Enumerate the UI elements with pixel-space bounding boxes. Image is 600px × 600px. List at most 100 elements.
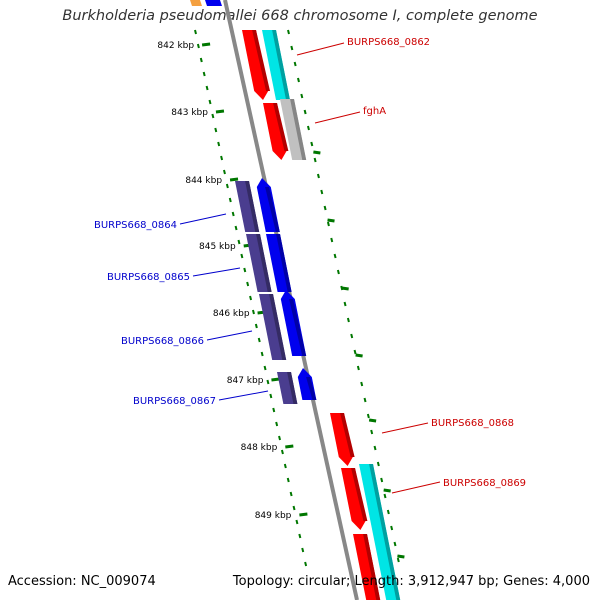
tick-label: 843 kbp (171, 108, 208, 118)
partial-feature-orange (190, 0, 202, 6)
tick-dot-right (363, 397, 367, 403)
tick-dot-left (280, 449, 284, 455)
gene-burps668-0868-cds-body (330, 413, 353, 466)
gene-burps668-0866-cds-shade (289, 299, 307, 356)
major-tick-right (327, 218, 335, 223)
gene-callout-line (218, 390, 269, 401)
tick-dot-right (303, 109, 307, 115)
gene-fgha-cds-shade (273, 103, 289, 151)
genome-summary: Topology: circular; Length: 3,912,947 bp… (232, 574, 590, 589)
accession-label: Accession: NC_009074 (8, 574, 156, 589)
tick-dot-left (231, 211, 235, 217)
tick-dot-right (293, 61, 297, 67)
tick-dot-right (290, 45, 294, 51)
major-tick-right (397, 554, 405, 559)
gene-fgha-feature-shade (290, 99, 307, 160)
tick-dot-left (254, 323, 258, 329)
tick-dot-left (243, 267, 247, 273)
gene-burps668-0869-cds-body (341, 468, 366, 530)
tick-dot-left (295, 519, 299, 525)
tick-dot-right (297, 77, 300, 83)
tick-label: 848 kbp (241, 443, 278, 453)
tick-dot-left (272, 407, 276, 413)
gene-callout-line (314, 111, 361, 124)
tick-dot-left (220, 155, 224, 161)
tick-dot-left (283, 463, 287, 469)
gene-burps668-0869-feature-shade (369, 464, 401, 600)
gene-burps668-0864-feature-shade (245, 181, 260, 232)
tick-dot-right (323, 205, 327, 211)
tick-dot-right (336, 269, 340, 275)
tick-dot-left (249, 295, 253, 301)
gene-label: fghA (363, 106, 386, 117)
tick-dot-left (286, 477, 290, 483)
gene-burps668-0867-cds (297, 368, 317, 400)
tick-dot-right (343, 301, 347, 307)
gene-callout-line (206, 330, 253, 341)
tick-dot-right (300, 93, 304, 99)
tick-dot-right (330, 237, 334, 243)
tick-dot-right (313, 157, 317, 163)
gene-label: BURPS668_0862 (347, 37, 430, 48)
gene-burps668-0868-cds-shade (340, 413, 355, 457)
major-tick-right (368, 418, 377, 423)
gene-fgha-cds (263, 103, 289, 160)
tick-dot-left (269, 393, 273, 399)
major-tick (285, 444, 294, 449)
tick-label: 844 kbp (185, 176, 222, 186)
tick-dot-right (373, 445, 377, 451)
gene-label: BURPS668_0868 (431, 418, 514, 429)
tick-dot-right (393, 541, 397, 547)
tick-dot-left (251, 309, 255, 315)
tick-dot-right (386, 509, 390, 515)
major-tick (229, 177, 239, 182)
tick-dot-left (237, 239, 241, 245)
tick-dot-left (228, 197, 232, 203)
gene-burps668-0865-cds (266, 234, 292, 292)
gene-callout-line (381, 422, 429, 434)
tick-dot-left (257, 337, 261, 343)
tick-label: 845 kbp (199, 242, 236, 252)
tick-dot-left (217, 141, 221, 147)
gene-burps668-0866-feature-shade (269, 294, 287, 360)
gene-label: BURPS668_0865 (107, 272, 190, 283)
tick-dot-left (304, 561, 308, 567)
gene-burps668-0868-cds (330, 413, 355, 466)
tick-track (194, 29, 405, 567)
gene-burps668-0866-cds (280, 290, 307, 356)
gene-burps668-0862-cds-shade (252, 30, 270, 91)
tick-dot-right (376, 461, 380, 467)
tick-dot-right (383, 493, 387, 499)
tick-dot-left (266, 379, 270, 385)
major-tick (271, 377, 280, 382)
tick-dot-right (366, 413, 370, 419)
tick-dot-right (306, 125, 310, 131)
tick-dot-left (240, 253, 244, 259)
gene-burps668-0867-feature-shade (287, 372, 298, 404)
gene-burps668-0869-cds-shade (351, 468, 368, 521)
tick-dot-right (370, 429, 374, 435)
tick-dot-left (199, 57, 203, 63)
gene-label: BURPS668_0867 (133, 396, 216, 407)
gene-label: BURPS668_0866 (121, 336, 204, 347)
tick-dot-left (202, 71, 206, 77)
major-tick-right (383, 488, 391, 493)
tick-dot-right (316, 173, 320, 179)
tick-label: 849 kbp (255, 511, 292, 521)
tick-dot-right (310, 141, 314, 147)
tick-dot-right (326, 221, 330, 227)
gene-label: BURPS668_0869 (443, 478, 526, 489)
tick-dot-left (208, 99, 212, 105)
tick-dot-left (263, 365, 267, 371)
gene-callout-line (391, 481, 441, 494)
tick-dot-left (298, 533, 302, 539)
tick-dot-left (275, 421, 279, 427)
gene-burps668-0869-cds (341, 468, 368, 530)
gene-callout-line (179, 213, 227, 225)
gene-callout-line (192, 267, 241, 277)
tick-dot-left (246, 281, 250, 287)
tick-dot-right (396, 557, 400, 563)
tick-dot-right (380, 477, 384, 483)
tick-dot-left (292, 505, 296, 511)
